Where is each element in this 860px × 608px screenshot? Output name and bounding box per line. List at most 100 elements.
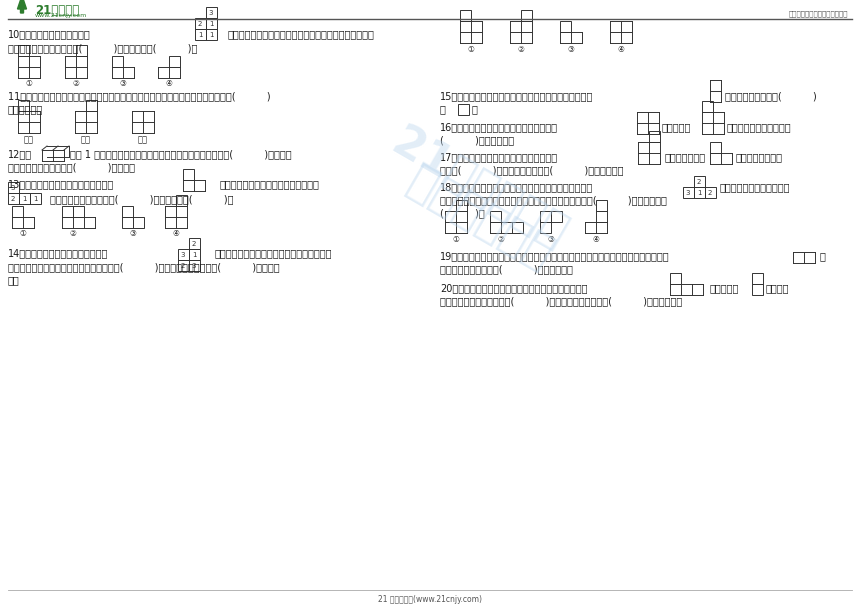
Text: ②: ②: [70, 229, 77, 238]
Text: 19．用若干个小正方体堆成一个几何体，从前、后、左、右任意一个方向上看到的都是: 19．用若干个小正方体堆成一个几何体，从前、后、左、右任意一个方向上看到的都是: [440, 251, 670, 261]
Text: 18．小明用小正方体积木搭成的图形，从上面看是这样的: 18．小明用小正方体积木搭成的图形，从上面看是这样的: [440, 182, 593, 192]
Text: 3: 3: [181, 252, 185, 258]
Bar: [19, 193, 30, 204]
Text: 正面: 正面: [24, 136, 34, 145]
Text: ③: ③: [548, 235, 555, 243]
Bar: [705, 187, 716, 198]
Bar: [752, 273, 763, 284]
Text: 1: 1: [198, 32, 202, 38]
Text: 21 世纪教育网(www.21cnjy.com): 21 世纪教育网(www.21cnjy.com): [378, 595, 482, 604]
Bar: [122, 206, 133, 217]
Text: ①: ①: [452, 235, 459, 243]
Bar: [710, 142, 721, 153]
Text: ④: ④: [166, 80, 173, 89]
Bar: [683, 187, 694, 198]
Bar: [694, 176, 705, 187]
Bar: [189, 249, 200, 260]
Text: ③: ③: [130, 229, 137, 238]
Bar: [596, 200, 607, 211]
Text: 若从正面看图形不变，有(          )种摆法。: 若从正面看图形不变，有( )种摆法。: [8, 162, 135, 172]
Text: 上所用小正方体的个数。那么，这个搭成的图形从正面看是(          )，从左面看是: 上所用小正方体的个数。那么，这个搭成的图形从正面看是( )，从左面看是: [440, 195, 666, 205]
Text: 15．如果要搭建一个从正面、左面、上面看到的图形都是: 15．如果要搭建一个从正面、左面、上面看到的图形都是: [440, 91, 593, 101]
Text: 2: 2: [11, 196, 15, 202]
Text: ，搭这个立体图形最少用: ，搭这个立体图形最少用: [727, 122, 791, 132]
Text: 1: 1: [209, 32, 213, 38]
Bar: [460, 10, 471, 21]
Text: ④: ④: [173, 229, 180, 238]
Text: 最少用(          )个小正方体，最多用(          )个小正方体。: 最少用( )个小正方体，最多用( )个小正方体。: [440, 165, 624, 175]
Text: 上面: 上面: [138, 136, 148, 145]
Text: ②: ②: [518, 46, 525, 55]
Text: 搭的这组积木，从正面看是(          )，从左面看是(          )。: 搭的这组积木，从正面看是( )，从左面看是( )。: [8, 43, 198, 53]
Bar: [62, 206, 73, 217]
Text: 17．用小正方体摆一个几何体，从上面看是: 17．用小正方体摆一个几何体，从上面看是: [440, 152, 558, 162]
Text: 。这个几何体从正面看是(          )，从左面看是(          )。: 。这个几何体从正面看是( )，从左面看是( )。: [50, 194, 234, 204]
Bar: [206, 18, 217, 29]
Bar: [206, 7, 217, 18]
Bar: [12, 206, 23, 217]
Bar: [86, 100, 97, 111]
Bar: [18, 100, 29, 111]
Text: 中小学教育资源及组卷应用平台: 中小学教育资源及组卷应用平台: [789, 11, 848, 17]
Text: 16．用小正方体搭成的立体图形，从左面看: 16．用小正方体搭成的立体图形，从左面看: [440, 122, 558, 132]
Bar: [8, 193, 19, 204]
Text: 块小正方体。: 块小正方体。: [8, 104, 43, 114]
FancyArrow shape: [17, 0, 27, 13]
Text: ④: ④: [593, 235, 599, 243]
Text: 左面: 左面: [81, 136, 91, 145]
Bar: [189, 260, 200, 271]
Text: 21世纪教育网: 21世纪教育网: [384, 120, 575, 255]
Text: ③: ③: [120, 80, 126, 89]
Text: 2: 2: [198, 21, 202, 27]
Text: 。: 。: [472, 104, 478, 114]
Bar: [112, 56, 123, 67]
Bar: [195, 18, 206, 29]
Text: 1: 1: [192, 252, 196, 258]
Text: 14．一个几何体从上面看到的图形为: 14．一个几何体从上面看到的图形为: [8, 248, 108, 258]
Text: ，从正面看: ，从正面看: [662, 122, 691, 132]
Text: ①: ①: [468, 46, 475, 55]
Text: 2: 2: [181, 263, 185, 269]
Text: 12．给: 12．给: [8, 149, 32, 159]
Text: (          )个小正方体。: ( )个小正方体。: [440, 135, 514, 145]
Text: 的，摆这个几何体: 的，摆这个几何体: [736, 152, 783, 162]
Text: ，要搭成: ，要搭成: [766, 283, 789, 293]
Text: 堆: 堆: [820, 251, 826, 261]
Text: 3: 3: [685, 190, 691, 196]
Text: 1: 1: [697, 190, 701, 196]
Text: 的个数，则这个几何体从正面看到的图形是(          )，从左面看到的图形是(          )。（填序: 的个数，则这个几何体从正面看到的图形是( )，从左面看到的图形是( )。（填序: [8, 262, 280, 272]
Text: 10．洋洋搭的积木从上面看是: 10．洋洋搭的积木从上面看是: [8, 29, 91, 39]
Text: ，已知每个位置所用小正方体的个数是: ，已知每个位置所用小正方体的个数是: [220, 179, 320, 189]
Text: 2: 2: [708, 190, 712, 196]
Text: 号）: 号）: [8, 275, 20, 285]
Bar: [178, 260, 189, 271]
Bar: [540, 211, 551, 222]
Text: ③: ③: [568, 46, 574, 55]
Bar: [490, 211, 501, 222]
Text: 1: 1: [22, 196, 27, 202]
Bar: [169, 56, 180, 67]
Bar: [133, 217, 144, 228]
Bar: [30, 193, 41, 204]
Bar: [752, 284, 763, 295]
Text: www.21cnjy.com: www.21cnjy.com: [35, 13, 87, 18]
Text: 2: 2: [697, 179, 701, 185]
Bar: [596, 211, 607, 222]
Text: 从左面看是: 从左面看是: [710, 283, 740, 293]
Text: 13．一个几何体，从上面看到的形状是: 13．一个几何体，从上面看到的形状是: [8, 179, 114, 189]
Text: 20．一个由同样的小正方体搭成的几何体，从上面看是: 20．一个由同样的小正方体搭成的几何体，从上面看是: [440, 283, 587, 293]
Text: 3: 3: [10, 185, 15, 191]
Text: 11．一个由小正方体搭成的几何体，从三个方向看到的图形如下。这个几何体最少有(          ): 11．一个由小正方体搭成的几何体，从三个方向看到的图形如下。这个几何体最少有( …: [8, 91, 271, 101]
Bar: [694, 187, 705, 198]
Text: 3: 3: [192, 263, 196, 269]
Bar: [73, 206, 84, 217]
Bar: [670, 273, 681, 284]
Bar: [176, 195, 187, 206]
Bar: [189, 238, 200, 249]
Text: ④: ④: [617, 46, 624, 55]
Bar: [649, 131, 660, 142]
Bar: [456, 200, 467, 211]
Bar: [178, 249, 189, 260]
Text: ①: ①: [20, 229, 27, 238]
Bar: [195, 29, 206, 40]
